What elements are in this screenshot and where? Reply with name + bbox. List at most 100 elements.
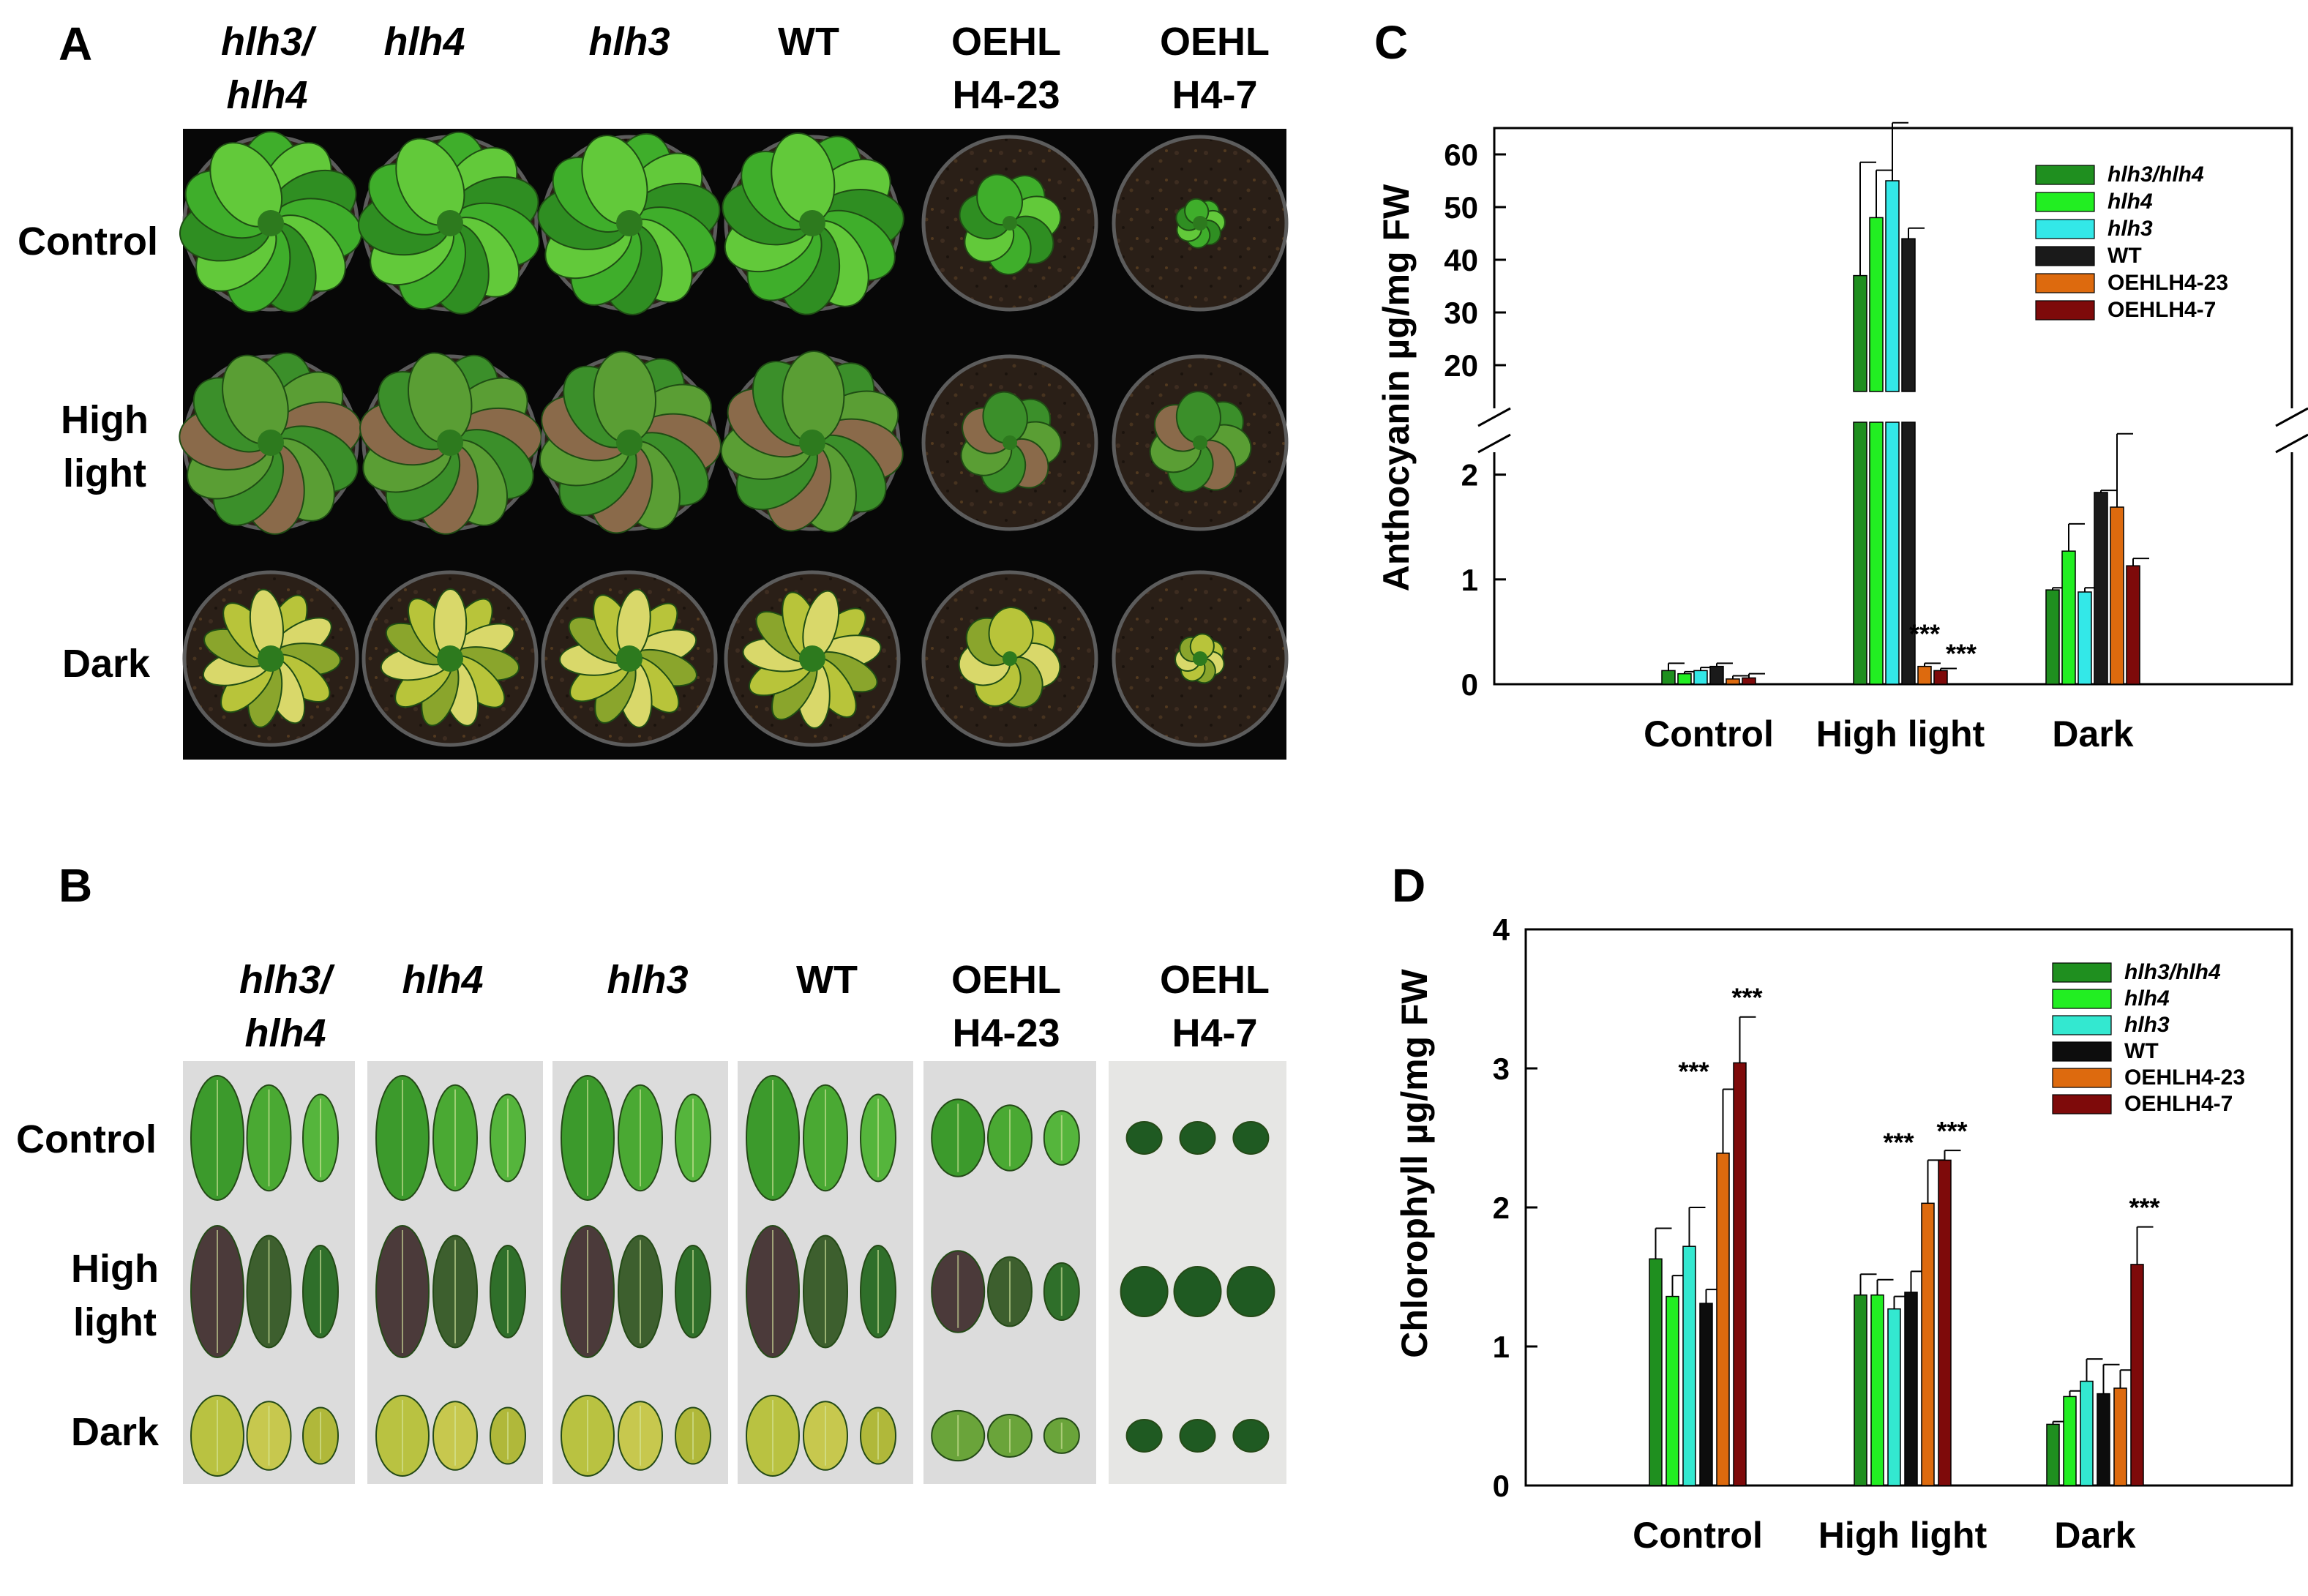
rosette	[539, 351, 722, 534]
chart-c: 0 1 2 20 30 40 50 60 Control ****** High light Dark…	[1444, 121, 2308, 754]
legend-swatch	[2035, 192, 2095, 212]
axis-break-mark	[2275, 407, 2308, 427]
panel-b-letter: B	[59, 859, 92, 912]
y-tick-label: 2	[1461, 458, 1478, 492]
panel_a-row-label: Dark	[62, 642, 151, 686]
panel_b-column-label: OEHL	[1160, 958, 1270, 1002]
plant-photo-grid	[179, 129, 1289, 760]
panel_a-column-label-line2: hlh4	[226, 73, 307, 117]
panel_b-column-label: hlh3/	[239, 958, 335, 1002]
panel_a-row-label-line2: light	[63, 452, 146, 495]
significance-marker: ***	[1883, 1127, 1914, 1157]
panel_a-row-label: High	[61, 398, 149, 442]
bar	[1699, 1303, 1713, 1486]
leaf	[1120, 1266, 1169, 1317]
legend-label: hlh3	[2107, 217, 2153, 241]
legend-swatch	[2052, 1094, 2112, 1114]
bar-lower-part	[1853, 422, 1867, 685]
panel_b-column-label: OEHL	[951, 958, 1061, 1002]
panel-a-row-labels: Control High light Dark	[18, 220, 158, 686]
panel-a: A hlh3/hlh4 hlh4 hlh3 WT OEHL H4-23 OEHL H4-7 C…	[18, 18, 1289, 760]
bar	[2080, 1380, 2094, 1486]
x-category-label: Dark	[2054, 1515, 2135, 1556]
panel_b-column-label-line2: H4-23	[952, 1011, 1060, 1055]
y-tick-label: 60	[1444, 138, 1478, 172]
bar	[2077, 591, 2092, 685]
bar	[2130, 1264, 2144, 1486]
panel-c-letter: C	[1374, 16, 1408, 69]
leaf	[1179, 1121, 1216, 1155]
bar	[1870, 1294, 1884, 1486]
chart-d-y-axis-label: Chlorophyll µg/mg FW	[1394, 968, 1435, 1357]
bar	[1921, 1202, 1935, 1486]
axis-break-mark	[1477, 433, 1511, 454]
legend-label: hlh3/hlh4	[2124, 960, 2221, 984]
y-tick-label: 40	[1444, 243, 1478, 277]
bar	[1716, 1153, 1730, 1486]
leaf	[1125, 1419, 1163, 1453]
rosette	[359, 352, 542, 535]
axis-break-mark	[2275, 433, 2308, 454]
legend-label: hlh3/hlh4	[2107, 162, 2204, 187]
legend-swatch	[2035, 273, 2095, 293]
panel_a-column-label: OEHL	[951, 20, 1061, 64]
panel-a-letter: A	[59, 18, 92, 70]
leaf	[1125, 1121, 1163, 1155]
legend-label: hlh4	[2124, 986, 2170, 1011]
legend-label: WT	[2124, 1039, 2159, 1063]
bar	[2046, 1423, 2060, 1486]
legend-label: OEHLH4-23	[2124, 1065, 2245, 1090]
panel_a-column-label-line2: H4-23	[952, 73, 1060, 117]
leaf	[1232, 1419, 1270, 1453]
panel-c: C Anthocyanin µg/mg FW 0 1 2 20 30 40 50 60 Cont…	[1374, 16, 2308, 754]
bar	[1869, 217, 1884, 392]
panel_b-column-label-line2: hlh4	[244, 1011, 326, 1055]
rosette	[537, 132, 721, 315]
significance-marker: ***	[2129, 1193, 2159, 1223]
panel_a-column-label: WT	[778, 20, 839, 64]
y-tick-label: 1	[1493, 1330, 1510, 1364]
bar-lower-part	[1901, 422, 1916, 685]
bar	[1853, 274, 1867, 392]
bar	[1933, 670, 1948, 685]
significance-marker: ***	[1909, 618, 1940, 648]
panel_a-column-label: OEHL	[1160, 20, 1270, 64]
panel-b-row-labels: Control High light Dark	[16, 1117, 160, 1454]
bar	[1901, 238, 1916, 392]
rosette	[722, 132, 904, 315]
rosette	[358, 131, 540, 315]
panel_b-row-label: High	[71, 1247, 159, 1291]
bar	[1726, 678, 1740, 685]
panel_b-column-label: hlh3	[607, 958, 688, 1002]
bar	[2094, 492, 2108, 685]
panel_b-row-label-line2: light	[73, 1300, 157, 1344]
rosette	[380, 588, 520, 727]
legend-label: hlh3	[2124, 1013, 2170, 1037]
bar-lower-part	[1869, 422, 1884, 685]
rosette	[958, 607, 1061, 708]
bar	[1666, 1295, 1679, 1486]
panel-d-letter: D	[1392, 859, 1425, 912]
bar	[2126, 565, 2140, 685]
bar	[1887, 1308, 1901, 1486]
panel-b-column-labels: hlh3/hlh4 hlh4 hlh3 WT OEHL H4-23 OEHL H4-7	[239, 958, 1270, 1055]
panel_b-row-label: Dark	[71, 1410, 160, 1454]
x-category-label: High light	[1816, 713, 1985, 754]
leaf	[1232, 1121, 1270, 1155]
bar	[2097, 1393, 2110, 1486]
legend-swatch	[2052, 989, 2112, 1009]
rosette	[720, 351, 904, 533]
rosette	[202, 588, 341, 728]
rosette	[1174, 633, 1225, 684]
legend-label: OEHLH4-23	[2107, 271, 2228, 295]
leaf	[1226, 1266, 1275, 1317]
rosette	[742, 590, 882, 729]
legend-swatch	[2035, 300, 2095, 321]
y-tick-label: 0	[1493, 1469, 1510, 1503]
rosette	[559, 588, 697, 728]
panel_a-column-label: hlh3	[588, 20, 670, 64]
panel_a-column-label-line2: H4-7	[1172, 73, 1257, 117]
legend-swatch	[2035, 246, 2095, 266]
significance-marker: ***	[1731, 983, 1762, 1013]
